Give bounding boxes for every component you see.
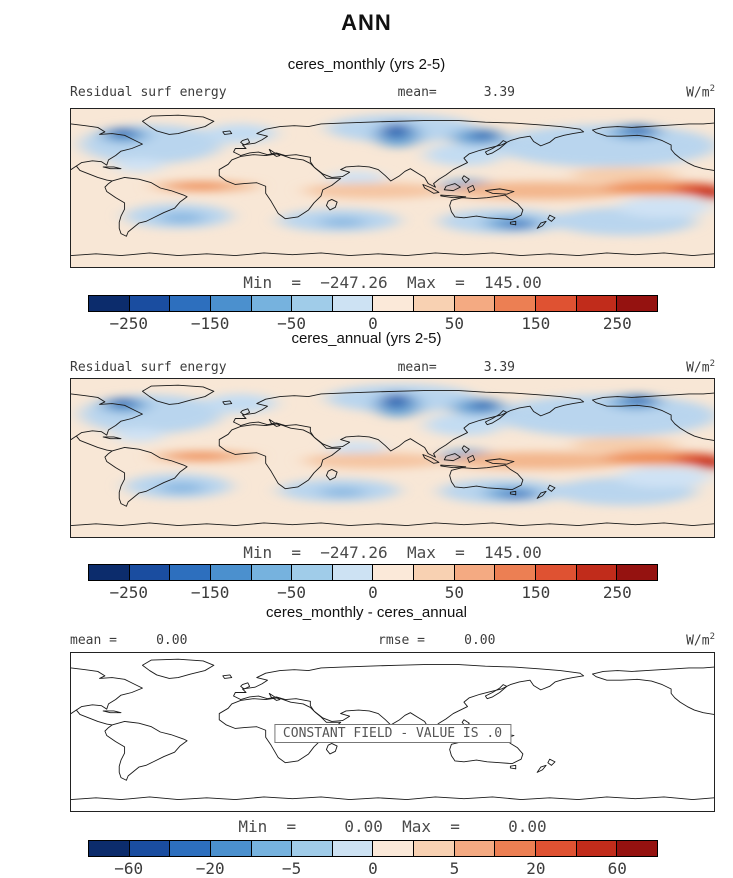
colorbar-cell bbox=[128, 564, 171, 581]
panel1-colorbar-labels: −250 −150 −50 0 50 150 250 bbox=[88, 314, 658, 334]
panel1-mean-label: mean= 3.39 bbox=[397, 85, 516, 101]
colorbar-tick-label: 250 bbox=[602, 314, 632, 333]
colorbar-tick-label: −50 bbox=[277, 314, 307, 333]
colorbar-cell bbox=[128, 295, 171, 312]
panel3-minmax: Min = 0.00 Max = 0.00 bbox=[238, 817, 547, 836]
colorbar-cell bbox=[169, 840, 211, 857]
panel1-minmax: Min = −247.26 Max = 145.00 bbox=[243, 273, 542, 292]
panel2-units-label: W/m2 bbox=[686, 359, 715, 376]
panel3-map: CONSTANT FIELD - VALUE IS .0 bbox=[70, 652, 715, 812]
colorbar-cell bbox=[209, 840, 252, 857]
color-field-layer bbox=[71, 379, 714, 537]
figure-title: ANN bbox=[341, 10, 392, 35]
colorbar-cell bbox=[250, 564, 293, 581]
colorbar-tick-label: 150 bbox=[521, 314, 551, 333]
colorbar-cell bbox=[372, 840, 415, 857]
panel1-header: Residual surf energy mean= 3.39 W/m2 bbox=[70, 84, 715, 100]
colorbar-cell bbox=[494, 564, 537, 581]
colorbar-cell bbox=[575, 564, 618, 581]
colorbar-tick-label: 50 bbox=[444, 314, 465, 333]
colorbar-cell bbox=[372, 564, 415, 581]
colorbar-tick-label: −150 bbox=[190, 314, 230, 333]
colorbar-cell bbox=[616, 295, 658, 312]
colorbar-tick-label: 20 bbox=[526, 859, 546, 878]
colorbar-cell bbox=[128, 840, 171, 857]
colorbar-cell bbox=[291, 564, 333, 581]
colorbar-cell bbox=[250, 840, 293, 857]
colorbar-tick-label: 250 bbox=[602, 583, 632, 602]
colorbar-tick-label: 60 bbox=[607, 859, 627, 878]
colorbar-tick-label: −250 bbox=[109, 314, 148, 333]
colorbar-cell bbox=[169, 295, 211, 312]
panel3-subtitle: ceres_monthly - ceres_annual bbox=[266, 604, 467, 621]
panel1-colorbar bbox=[88, 295, 658, 312]
panel3-units-label: W/m2 bbox=[686, 632, 715, 649]
panel1-field-label: Residual surf energy bbox=[70, 85, 227, 101]
colorbar-cell bbox=[209, 564, 252, 581]
colorbar-cell bbox=[413, 840, 455, 857]
colorbar-cell bbox=[575, 840, 618, 857]
colorbar-cell bbox=[494, 295, 537, 312]
color-field-layer bbox=[71, 109, 714, 267]
panel3-rmse-label: rmse = 0.00 bbox=[378, 633, 496, 649]
panel2-field-label: Residual surf energy bbox=[70, 360, 227, 376]
colorbar-cell bbox=[169, 564, 211, 581]
colorbar-tick-label: −20 bbox=[195, 859, 225, 878]
colorbar-tick-label: 5 bbox=[449, 859, 460, 878]
panel3-mean-label: mean = 0.00 bbox=[70, 633, 188, 649]
panel3-header: mean = 0.00 rmse = 0.00 W/m2 bbox=[70, 632, 715, 648]
colorbar-cell bbox=[413, 295, 455, 312]
colorbar-tick-label: −250 bbox=[109, 583, 148, 602]
colorbar-cell bbox=[88, 564, 130, 581]
colorbar-tick-label: 0 bbox=[368, 314, 378, 333]
panel1-units-label: W/m2 bbox=[686, 84, 715, 101]
colorbar-cell bbox=[250, 295, 293, 312]
panel2-colorbar-labels: −250 −150 −50 0 50 150 250 bbox=[88, 583, 658, 603]
colorbar-tick-label: −60 bbox=[114, 859, 144, 878]
colorbar-cell bbox=[372, 295, 415, 312]
colorbar-cell bbox=[535, 564, 577, 581]
colorbar-tick-label: −5 bbox=[281, 859, 302, 878]
panel2-colorbar bbox=[88, 564, 658, 581]
colorbar-tick-label: −50 bbox=[277, 583, 307, 602]
colorbar-cell bbox=[291, 295, 333, 312]
colorbar-cell bbox=[88, 840, 130, 857]
colorbar-cell bbox=[453, 840, 496, 857]
colorbar-tick-label: 150 bbox=[521, 583, 551, 602]
panel1-map bbox=[70, 108, 715, 268]
colorbar-cell bbox=[331, 295, 374, 312]
colorbar-tick-label: −150 bbox=[190, 583, 230, 602]
colorbar-cell bbox=[616, 840, 658, 857]
panel2-subtitle: ceres_annual (yrs 2-5) bbox=[291, 330, 442, 347]
colorbar-cell bbox=[88, 295, 130, 312]
colorbar-cell bbox=[331, 840, 374, 857]
colorbar-cell bbox=[616, 564, 658, 581]
colorbar-cell bbox=[209, 295, 252, 312]
colorbar-cell bbox=[575, 295, 618, 312]
colorbar-cell bbox=[413, 564, 455, 581]
panel3-colorbar-labels: −60 −20 −5 0 5 20 60 bbox=[88, 859, 658, 878]
panel1-subtitle: ceres_monthly (yrs 2-5) bbox=[287, 56, 446, 73]
colorbar-cell bbox=[535, 295, 577, 312]
colorbar-cell bbox=[453, 295, 496, 312]
colorbar-tick-label: 0 bbox=[368, 859, 378, 878]
constant-field-note: CONSTANT FIELD - VALUE IS .0 bbox=[273, 724, 512, 744]
panel2-mean-label: mean= 3.39 bbox=[397, 360, 516, 376]
panel2-header: Residual surf energy mean= 3.39 W/m2 bbox=[70, 359, 715, 375]
panel2-minmax: Min = −247.26 Max = 145.00 bbox=[243, 543, 542, 562]
colorbar-cell bbox=[291, 840, 333, 857]
colorbar-cell bbox=[331, 564, 374, 581]
colorbar-tick-label: 0 bbox=[368, 583, 378, 602]
panel2-map bbox=[70, 378, 715, 538]
colorbar-cell bbox=[535, 840, 577, 857]
colorbar-tick-label: 50 bbox=[444, 583, 465, 602]
colorbar-cell bbox=[494, 840, 537, 857]
colorbar-cell bbox=[453, 564, 496, 581]
panel3-colorbar bbox=[88, 840, 658, 857]
